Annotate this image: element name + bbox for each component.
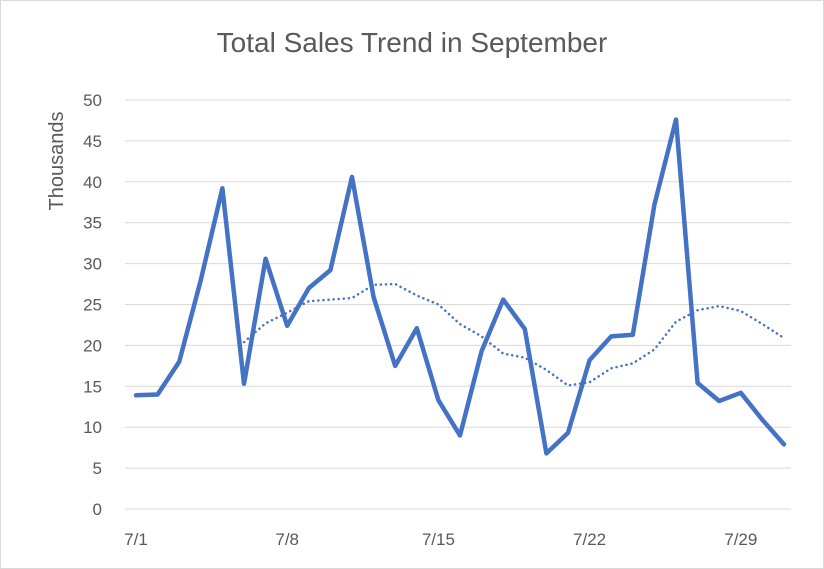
y-tick-label: 35: [83, 214, 102, 233]
x-tick-label: 7/15: [422, 530, 455, 549]
y-axis-title: Thousands: [46, 112, 68, 211]
x-tick-label: 7/1: [124, 530, 148, 549]
y-tick-label: 0: [93, 500, 102, 519]
trendline-series: [242, 282, 786, 387]
y-tick-label: 25: [83, 296, 102, 315]
x-axis-ticks: 7/1 7/8 7/15 7/22 7/29: [124, 530, 757, 549]
y-tick-label: 30: [83, 255, 102, 274]
y-tick-label: 50: [83, 91, 102, 110]
y-axis-ticks: 0 5 10 15 20 25 30 35 40 45 50: [83, 91, 102, 519]
y-tick-label: 20: [83, 336, 102, 355]
x-tick-label: 7/8: [275, 530, 299, 549]
sales-series-line: [133, 117, 787, 456]
x-tick-label: 7/29: [724, 530, 757, 549]
series-lines: [133, 117, 787, 456]
x-tick-label: 7/22: [573, 530, 606, 549]
y-tick-label: 5: [93, 459, 102, 478]
y-tick-label: 45: [83, 132, 102, 151]
y-tick-label: 10: [83, 418, 102, 437]
y-tick-label: 15: [83, 377, 102, 396]
y-tick-label: 40: [83, 173, 102, 192]
chart-title: Total Sales Trend in September: [216, 27, 608, 58]
